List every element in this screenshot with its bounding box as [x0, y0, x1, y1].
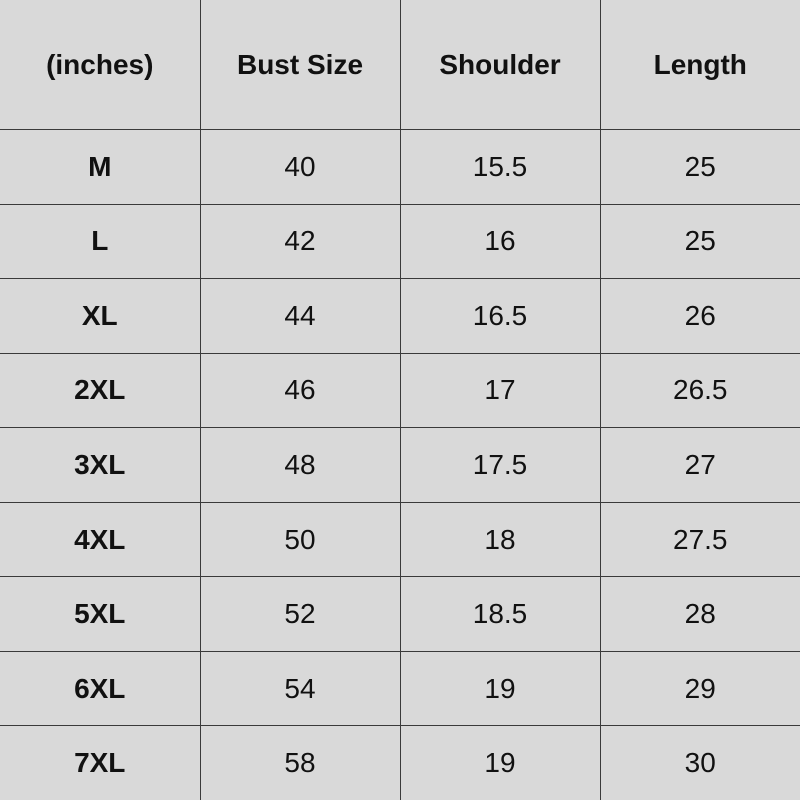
cell-length: 26.5	[599, 352, 800, 429]
table-row: 5XL 52 18.5 28	[0, 576, 800, 652]
cell-shoulder: 16.5	[399, 278, 601, 354]
cell-length: 27	[599, 427, 800, 503]
cell-shoulder: 16	[399, 203, 601, 280]
cell-length: 30	[599, 725, 800, 800]
cell-bust-size: 50	[199, 501, 401, 578]
table-row: L 42 16 25	[0, 203, 800, 280]
cell-shoulder: 18.5	[399, 576, 601, 652]
cell-length: 25	[599, 203, 800, 280]
cell-size: 5XL	[0, 576, 201, 652]
cell-shoulder: 15.5	[399, 129, 601, 205]
cell-size: 2XL	[0, 352, 201, 429]
cell-length: 27.5	[599, 501, 800, 578]
cell-shoulder: 19	[399, 650, 601, 727]
cell-size: L	[0, 203, 201, 280]
cell-bust-size: 42	[199, 203, 401, 280]
table-row: 3XL 48 17.5 27	[0, 427, 800, 503]
table-row: XL 44 16.5 26	[0, 278, 800, 354]
table-row: M 40 15.5 25	[0, 129, 800, 205]
header-row: (inches) Bust Size Shoulder Length	[0, 0, 800, 130]
cell-shoulder: 17	[399, 352, 601, 429]
header-shoulder: Shoulder	[399, 0, 601, 130]
cell-bust-size: 46	[199, 352, 401, 429]
cell-size: XL	[0, 278, 201, 354]
cell-length: 25	[599, 129, 800, 205]
cell-length: 28	[599, 576, 800, 652]
header-length: Length	[599, 0, 800, 130]
cell-size: M	[0, 129, 201, 205]
header-bust-size: Bust Size	[199, 0, 401, 130]
cell-shoulder: 19	[399, 725, 601, 800]
table-row: 4XL 50 18 27.5	[0, 501, 800, 578]
cell-bust-size: 44	[199, 278, 401, 354]
table-row: 2XL 46 17 26.5	[0, 352, 800, 429]
table-row: 6XL 54 19 29	[0, 650, 800, 727]
cell-length: 26	[599, 278, 800, 354]
cell-bust-size: 54	[199, 650, 401, 727]
cell-size: 6XL	[0, 650, 201, 727]
cell-size: 7XL	[0, 725, 201, 800]
cell-bust-size: 40	[199, 129, 401, 205]
table-row: 7XL 58 19 30	[0, 725, 800, 800]
cell-size: 4XL	[0, 501, 201, 578]
cell-bust-size: 52	[199, 576, 401, 652]
cell-length: 29	[599, 650, 800, 727]
cell-bust-size: 58	[199, 725, 401, 800]
cell-shoulder: 18	[399, 501, 601, 578]
cell-size: 3XL	[0, 427, 201, 503]
cell-shoulder: 17.5	[399, 427, 601, 503]
cell-bust-size: 48	[199, 427, 401, 503]
header-unit: (inches)	[0, 0, 201, 130]
